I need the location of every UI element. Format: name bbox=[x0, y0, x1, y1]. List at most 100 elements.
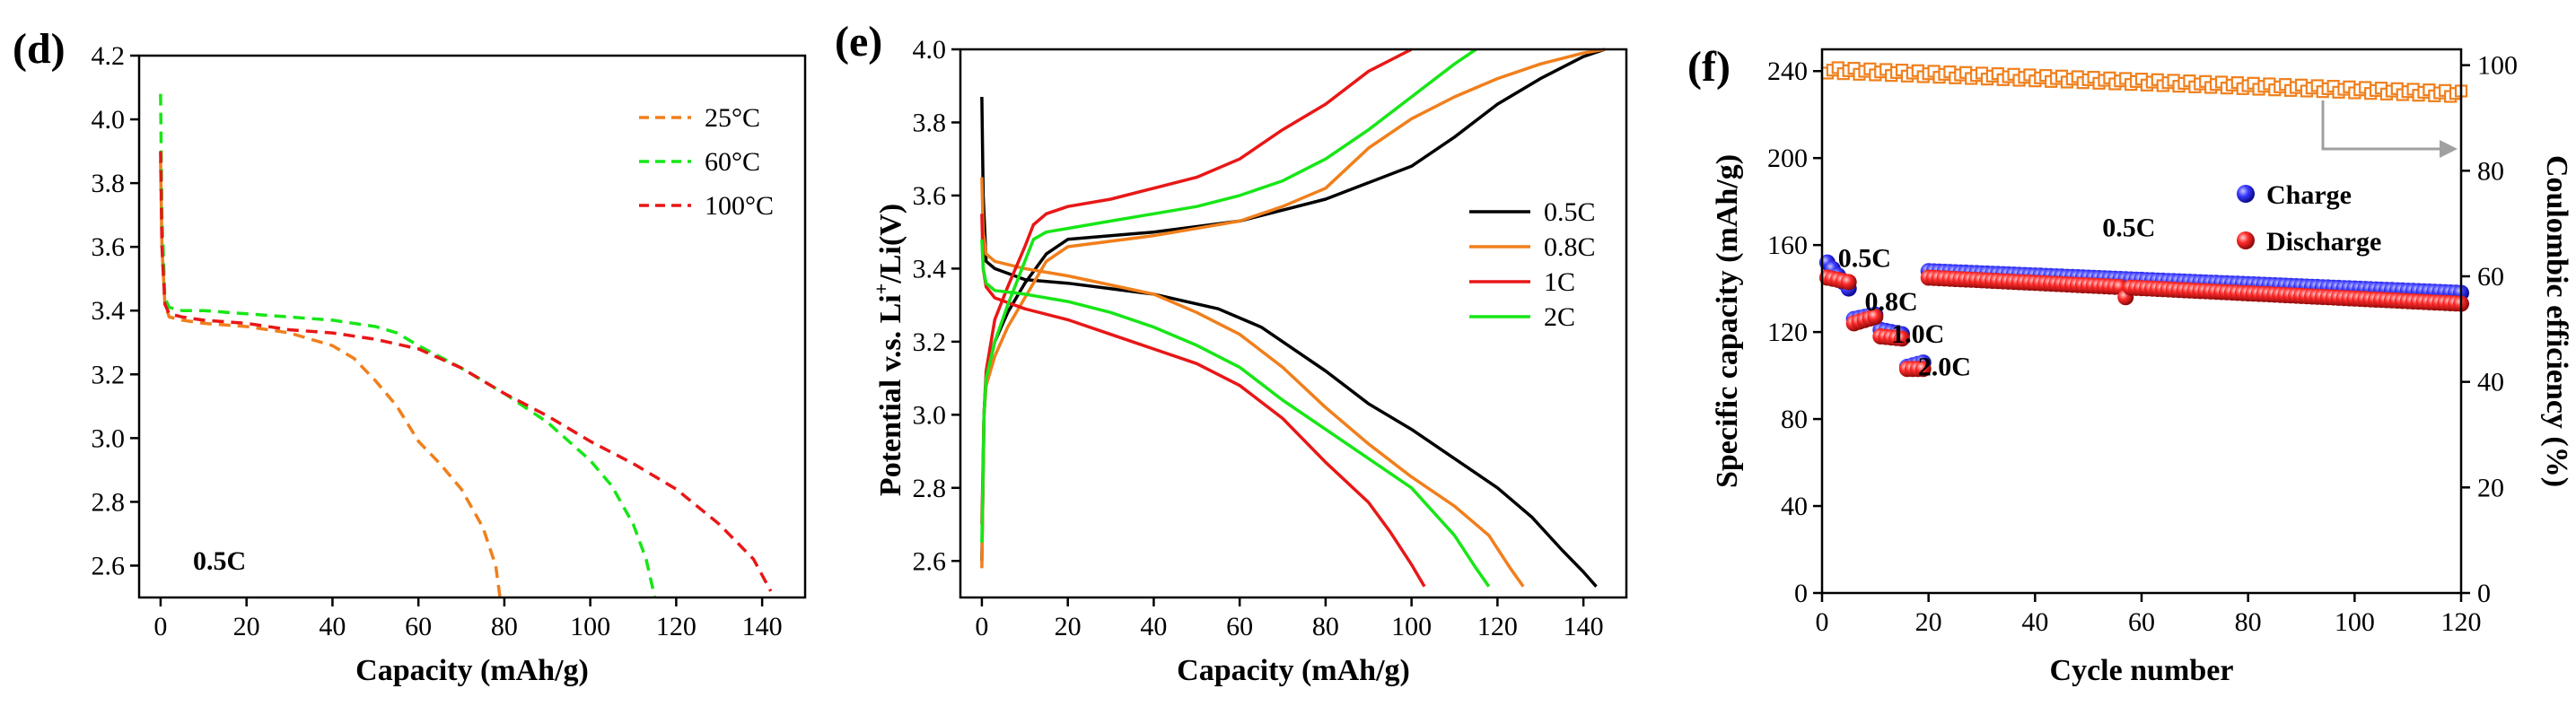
panel-f-x-tick-label: 20 bbox=[1915, 607, 1942, 637]
panel-d-y-ticks: 2.6 2.8 3.0 3.2 3.4 3.6 3.8 4.0 4.2 bbox=[92, 41, 139, 580]
panel-d-x-tick-label: 40 bbox=[319, 612, 346, 641]
panel-e-x-tick-label: 140 bbox=[1564, 612, 1604, 641]
panel-d-x-tick-label: 20 bbox=[233, 612, 260, 641]
panel-f-rate-label: 0.8C bbox=[1865, 287, 1918, 317]
panel-e-discharge-line-3 bbox=[980, 239, 1491, 588]
panel-e-legend-label-2c: 2C bbox=[1544, 302, 1575, 332]
panel-d-y-tick-label: 4.2 bbox=[92, 41, 126, 71]
panel-e-y-tick-label: 3.8 bbox=[913, 108, 947, 137]
panel-d-x-tick-label: 120 bbox=[656, 612, 697, 641]
panel-f-y-axis-title: Specific capacity (mAh/g) bbox=[1711, 154, 1744, 488]
panel-d-y-tick-label: 2.8 bbox=[92, 487, 126, 517]
panel-e-legend-label-1c: 1C bbox=[1544, 267, 1575, 297]
panel-d-x-tick-label: 140 bbox=[742, 612, 783, 641]
panel-e-legend-label-0.8c: 0.8C bbox=[1544, 232, 1596, 262]
panel-f-rate-labels: 0.5C 0.8C1.0C 2.0C 0.5C bbox=[1838, 214, 2156, 382]
panel-f-y2-tick-label: 80 bbox=[2477, 156, 2504, 186]
panel-d-series-line-2 bbox=[159, 151, 773, 592]
panel-e-label: (e) bbox=[835, 18, 882, 65]
panel-f-y-tick-label: 80 bbox=[1781, 405, 1808, 434]
panel-e-y-tick-label: 4.0 bbox=[913, 35, 947, 65]
panel-f-right-y-ticks: 0 20 40 60 80 100 bbox=[2461, 51, 2518, 608]
panel-f-y-tick-label: 40 bbox=[1781, 492, 1808, 521]
panel-d-rate-annotation: 0.5C bbox=[193, 546, 246, 576]
panel-f-discharge-point bbox=[1914, 361, 1932, 378]
panel-f-y-tick-label: 0 bbox=[1794, 579, 1808, 608]
panel-e-y-tick-label: 3.4 bbox=[913, 254, 947, 283]
panel-d-x-tick-label: 60 bbox=[405, 612, 432, 641]
panel-f-legend-label-discharge: Discharge bbox=[2266, 227, 2381, 257]
panel-d-y-tick-label: 3.6 bbox=[92, 232, 126, 262]
panel-e-y-tick-label: 3.2 bbox=[913, 327, 947, 357]
panel-d-plot-area bbox=[159, 93, 773, 598]
panel-f-ce-pointer-arrow bbox=[2321, 100, 2458, 158]
panel-f-y-tick-label: 240 bbox=[1767, 57, 1808, 86]
panel-f-y2-tick-label: 0 bbox=[2477, 579, 2491, 608]
panel-f-y2-tick-label: 20 bbox=[2477, 473, 2504, 502]
panel-f-plot-area bbox=[1818, 61, 2469, 378]
panel-e-y-axis-title-prefix: Potential v.s. Li bbox=[874, 294, 907, 496]
panel-f-x-tick-label: 40 bbox=[2021, 607, 2048, 637]
panel-e-x-tick-label: 0 bbox=[975, 612, 988, 641]
panel-f-legend-marker-discharge bbox=[2237, 231, 2255, 249]
panel-e-y-axis-title: Potential v.s. Li+/Li(V) bbox=[870, 204, 907, 496]
panel-e-y-tick-label: 3.0 bbox=[913, 400, 947, 430]
panel-e-charge-line-2 bbox=[980, 48, 1413, 525]
panel-f-discharge-point bbox=[1894, 330, 1910, 347]
panel-f-x-tick-label: 100 bbox=[2335, 607, 2375, 637]
panel-d-x-tick-label: 100 bbox=[570, 612, 610, 641]
panel-d-series-line-1 bbox=[159, 93, 657, 598]
panel-f-legend-marker-charge bbox=[2237, 185, 2255, 203]
panel-d-legend-label-25c: 25°C bbox=[705, 103, 760, 133]
panel-f-y-ticks: 0 40 80 120 160 200 240 bbox=[1767, 57, 1822, 608]
panel-d-y-tick-label: 3.0 bbox=[92, 423, 126, 453]
panel-f-rate-label: 0.5C bbox=[1838, 243, 1891, 273]
panel-f-rate-label: 0.5C bbox=[2102, 214, 2155, 243]
panel-d-legend-label-100c: 100°C bbox=[705, 191, 774, 221]
panel-e-x-axis-title: Capacity (mAh/g) bbox=[1177, 654, 1410, 687]
panel-f-right-y-axis-title: Coulombic efficiency (%) bbox=[2540, 155, 2573, 487]
panel-f: (f) 0 20 40 60 80 100 120 0 40 80 120 160 200 240 0 2… bbox=[1687, 43, 2573, 687]
panel-f-label: (f) bbox=[1687, 43, 1730, 91]
panel-e-x-tick-label: 60 bbox=[1226, 612, 1253, 641]
panel-d-y-tick-label: 3.4 bbox=[92, 296, 126, 326]
panel-d-legend: 25°C 60°C 100°C bbox=[639, 103, 774, 221]
panel-f-y2-tick-label: 40 bbox=[2477, 368, 2504, 397]
panel-f-y-tick-label: 200 bbox=[1767, 144, 1808, 173]
panel-f-x-tick-label: 120 bbox=[2441, 607, 2482, 637]
panel-e-x-tick-label: 100 bbox=[1391, 612, 1432, 641]
panel-d-label: (d) bbox=[13, 25, 66, 73]
panel-f-y2-tick-label: 60 bbox=[2477, 262, 2504, 292]
panel-e-x-tick-label: 40 bbox=[1140, 612, 1167, 641]
panel-e-legend-label-0.5c: 0.5C bbox=[1544, 197, 1596, 227]
panel-e-y-tick-label: 2.8 bbox=[913, 474, 947, 503]
panel-e-charge-line-0 bbox=[980, 48, 1606, 562]
panel-e-discharge-line-1 bbox=[980, 177, 1525, 588]
panel-d-y-tick-label: 4.0 bbox=[92, 105, 126, 135]
panel-e-charge-line-3 bbox=[980, 48, 1477, 543]
panel-e-frame bbox=[959, 48, 1628, 599]
panel-f-x-axis-title: Cycle number bbox=[2050, 654, 2234, 687]
panel-e-discharge-line-0 bbox=[980, 96, 1598, 588]
panel-e: (e) 0 20 40 60 80 100 120 140 2.6 2.8 3.0 3.2 3.4 3.… bbox=[835, 18, 1628, 687]
panel-e-x-tick-label: 80 bbox=[1312, 612, 1339, 641]
panel-e-x-tick-label: 120 bbox=[1477, 612, 1518, 641]
panel-e-discharge-line-2 bbox=[980, 214, 1426, 588]
panel-e-charge-line-1 bbox=[980, 48, 1606, 569]
panel-f-x-tick-label: 0 bbox=[1816, 607, 1829, 637]
panel-f-rate-label: 1.0C bbox=[1891, 319, 1944, 349]
panel-d-y-tick-label: 2.6 bbox=[92, 551, 126, 580]
panel-f-discharge-point bbox=[1840, 274, 1857, 291]
panel-f-x-tick-label: 80 bbox=[2235, 607, 2262, 637]
panel-d-frame bbox=[137, 54, 807, 599]
panel-d-x-axis-title: Capacity (mAh/g) bbox=[355, 654, 589, 687]
panel-f-x-tick-label: 60 bbox=[2128, 607, 2155, 637]
panel-e-y-ticks: 2.6 2.8 3.0 3.2 3.4 3.6 3.8 4.0 bbox=[913, 35, 960, 576]
panel-f-y2-tick-label: 100 bbox=[2477, 51, 2518, 81]
panel-e-y-axis-title-suffix: /Li(V) bbox=[874, 204, 907, 284]
panel-f-rate-label: 2.0C bbox=[1918, 353, 1971, 382]
panel-d-x-tick-label: 80 bbox=[491, 612, 518, 641]
panel-f-legend-label-charge: Charge bbox=[2266, 180, 2352, 210]
panel-d-y-tick-label: 3.8 bbox=[92, 169, 126, 198]
